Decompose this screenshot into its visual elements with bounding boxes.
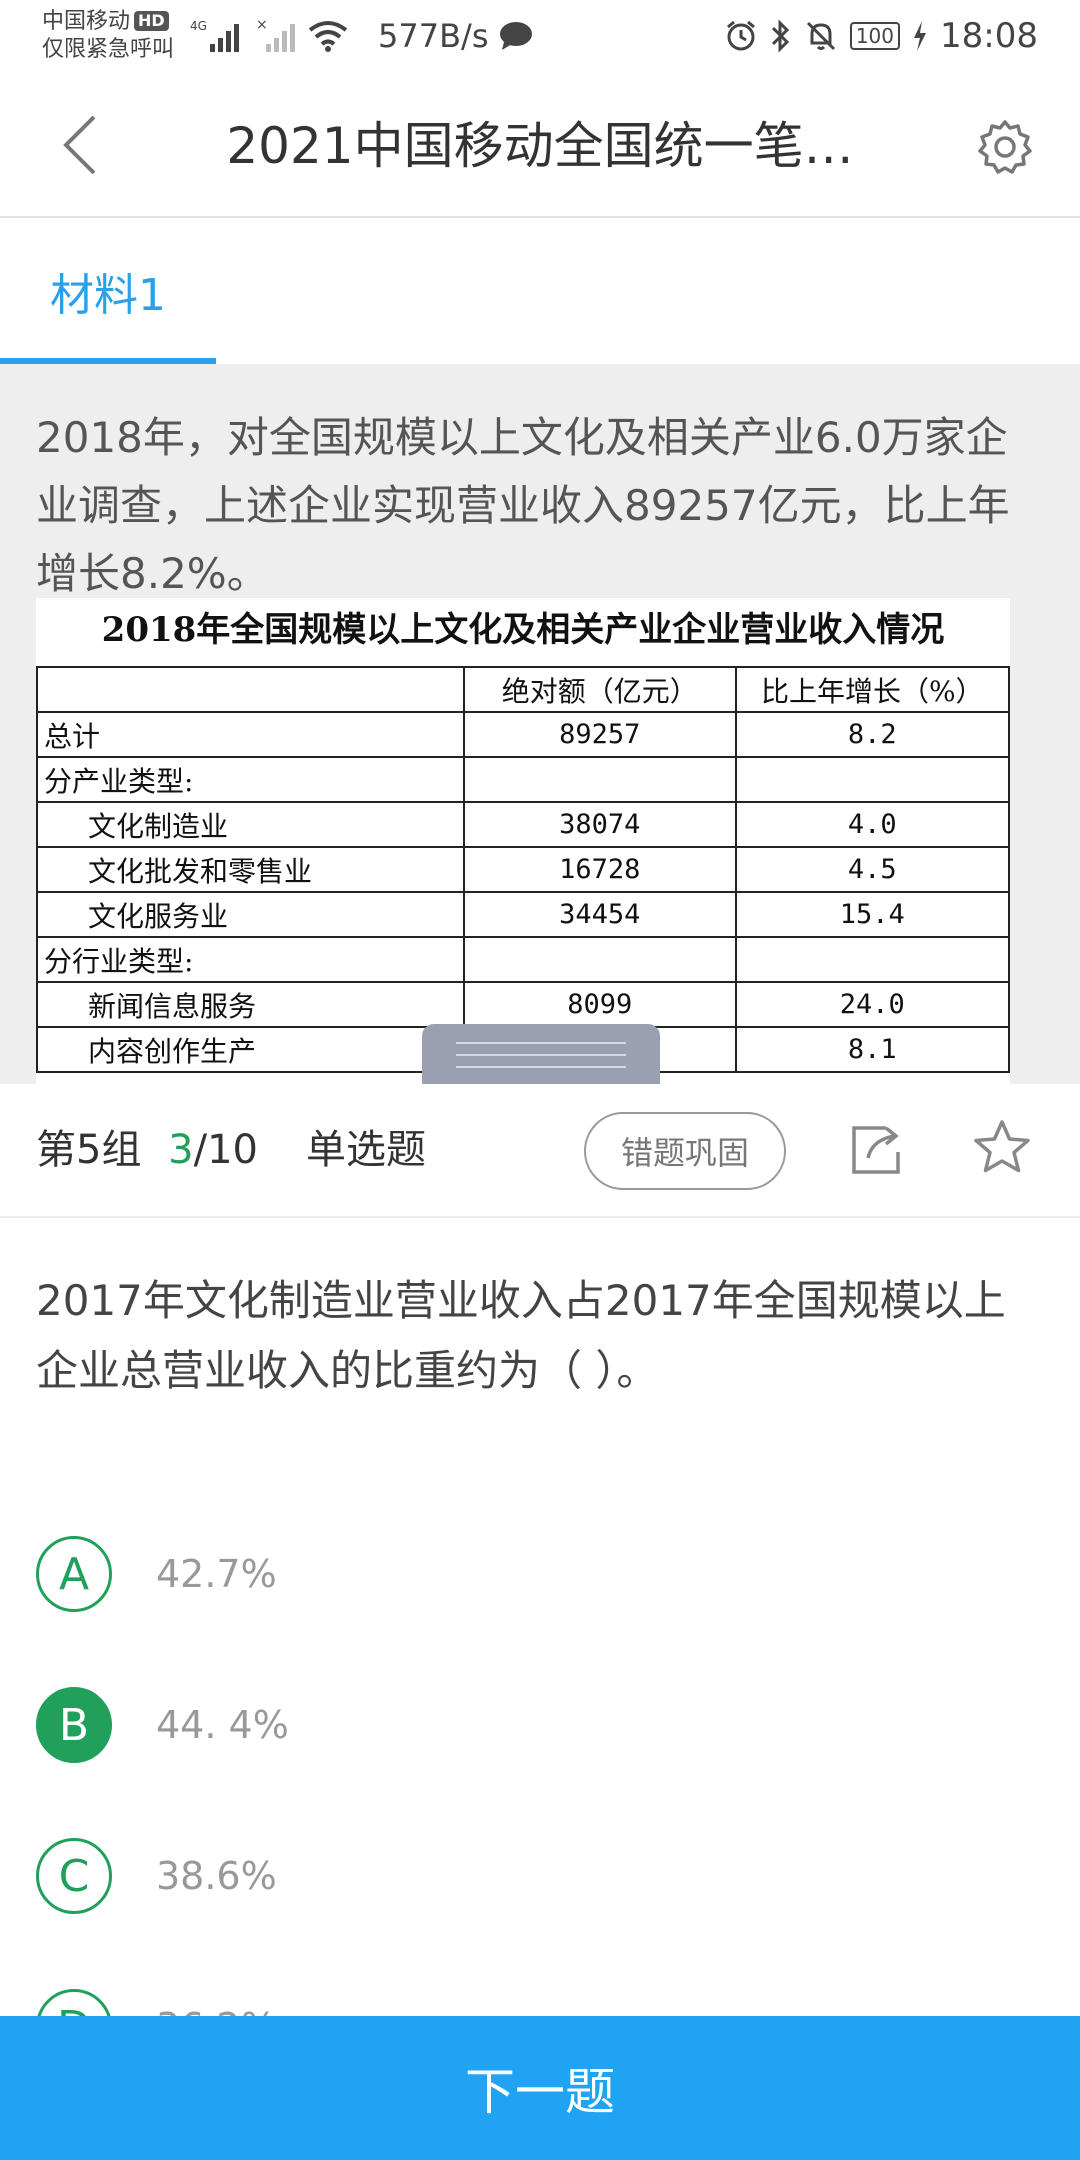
option-letter: B [36, 1687, 112, 1763]
star-icon [974, 1120, 1030, 1173]
row-label: 总计 [35, 711, 466, 758]
net-speed: 577B/s [378, 17, 489, 55]
alarm-icon [726, 20, 755, 51]
row-value [463, 936, 737, 983]
chevron-left-icon [63, 115, 96, 175]
option-b[interactable]: B 44. 4% [36, 1685, 936, 1765]
tab-material-1[interactable]: 材料1 [50, 270, 166, 321]
svg-text:×: × [256, 18, 268, 33]
row-label: 新闻信息服务 [35, 981, 466, 1028]
row-label: 分产业类型: [35, 756, 466, 803]
status-bar: 中国移动 HD 仅限紧急呼叫 4G × 577B/s [0, 0, 1080, 72]
row-label: 分行业类型: [35, 936, 466, 983]
total-count: /10 [193, 1127, 258, 1173]
row-label: 文化服务业 [35, 891, 466, 938]
emergency-label: 仅限紧急呼叫 [42, 37, 175, 62]
table-header-cell: 比上年增长（%） [734, 666, 1010, 713]
drag-line [456, 1054, 626, 1056]
table-header-row: 绝对额（亿元） 比上年增长（%） [35, 666, 1010, 713]
table-title: 2018年全国规模以上文化及相关产业企业营业收入情况 [101, 610, 945, 650]
panel-drag-handle[interactable] [422, 1024, 660, 1084]
table-row: 分产业类型: [35, 756, 1010, 803]
question-header: 第5组 3/10 单选题 错题巩固 [0, 1084, 1080, 1218]
table-row: 分行业类型: [35, 936, 1010, 983]
row-value: 16728 [463, 846, 737, 893]
table-row: 总计 89257 8.2 [35, 711, 1010, 758]
charging-icon [914, 21, 927, 51]
row-growth: 8.1 [734, 1026, 1010, 1073]
row-value [463, 756, 737, 803]
option-text: 38.6% [156, 1854, 277, 1898]
table-header-cell: 绝对额（亿元） [463, 666, 737, 713]
clock: 18:08 [940, 16, 1038, 56]
row-label: 文化制造业 [35, 801, 466, 848]
favorite-button[interactable] [970, 1116, 1034, 1180]
row-value: 34454 [463, 891, 737, 938]
table-header-cell [35, 666, 466, 713]
row-growth: 4.0 [734, 801, 1010, 848]
hd-badge: HD [134, 11, 169, 31]
material-tabs: 材料1 [0, 218, 1080, 364]
next-question-button[interactable]: 下一题 [0, 2016, 1080, 2160]
question-type: 单选题 [306, 1127, 426, 1173]
mute-icon [806, 21, 835, 51]
network-type: 4G [190, 19, 207, 33]
drag-line [456, 1042, 626, 1044]
drag-line [456, 1066, 626, 1068]
question-text: 2017年文化制造业营业收入占2017年全国规模以上企业总营业收入的比重约为（ … [36, 1276, 1006, 1395]
settings-button[interactable] [970, 112, 1040, 182]
option-letter: C [36, 1838, 112, 1914]
title-bar: 2021中国移动全国统一笔… [0, 72, 1080, 218]
table-row: 新闻信息服务 8099 24.0 [35, 981, 1010, 1028]
battery-indicator: 100 [849, 22, 901, 50]
page-title: 2021中国移动全国统一笔… [226, 117, 854, 175]
gear-icon [978, 120, 1032, 174]
row-growth: 4.5 [734, 846, 1010, 893]
carrier-info: 中国移动 HD 仅限紧急呼叫 [42, 8, 174, 64]
table-row: 文化制造业 38074 4.0 [35, 801, 1010, 848]
table-row: 文化批发和零售业 16728 4.5 [35, 846, 1010, 893]
revenue-table: 绝对额（亿元） 比上年增长（%） 总计 89257 8.2 分产业类型: 文化制… [35, 666, 1010, 1073]
active-tab-indicator [0, 358, 216, 364]
network-indicators: 4G × 577B/s [190, 16, 534, 56]
message-icon [500, 22, 533, 50]
bluetooth-icon [771, 19, 789, 53]
signal-no-sim-icon: × [256, 18, 295, 52]
back-button[interactable] [50, 110, 110, 180]
option-text: 44. 4% [156, 1703, 289, 1747]
material-text: 2018年，对全国规模以上文化及相关产业6.0万家企业调查，上述企业实现营业收入… [36, 413, 1010, 598]
option-a[interactable]: A 42.7% [36, 1534, 936, 1614]
wrong-question-review-button[interactable]: 错题巩固 [584, 1112, 786, 1190]
row-growth [734, 936, 1010, 983]
row-value: 8099 [463, 981, 737, 1028]
option-text: 42.7% [156, 1552, 277, 1596]
table-row: 文化服务业 34454 15.4 [35, 891, 1010, 938]
option-c[interactable]: C 38.6% [36, 1836, 936, 1916]
system-indicators: 100 18:08 [724, 16, 1038, 56]
row-value: 38074 [463, 801, 737, 848]
row-growth: 24.0 [734, 981, 1010, 1028]
row-growth [734, 756, 1010, 803]
material-panel[interactable]: 2018年，对全国规模以上文化及相关产业6.0万家企业调查，上述企业实现营业收入… [0, 364, 1080, 1084]
row-label: 内容创作生产 [35, 1026, 466, 1073]
signal-4g-icon: 4G [190, 19, 239, 52]
row-growth: 8.2 [734, 711, 1010, 758]
row-label: 文化批发和零售业 [35, 846, 466, 893]
share-button[interactable] [846, 1118, 910, 1182]
row-value: 89257 [463, 711, 737, 758]
row-growth: 15.4 [734, 891, 1010, 938]
option-letter: A [36, 1536, 112, 1612]
question-progress: 第5组 3/10 [36, 1120, 258, 1180]
share-icon [852, 1126, 900, 1174]
wifi-icon [308, 21, 348, 52]
carrier-name: 中国移动 [42, 9, 131, 34]
data-table-image: 2018年全国规模以上文化及相关产业企业营业收入情况 绝对额（亿元） 比上年增长… [35, 598, 1010, 1084]
group-label: 第5组 [36, 1127, 142, 1173]
current-index: 3 [168, 1127, 194, 1173]
